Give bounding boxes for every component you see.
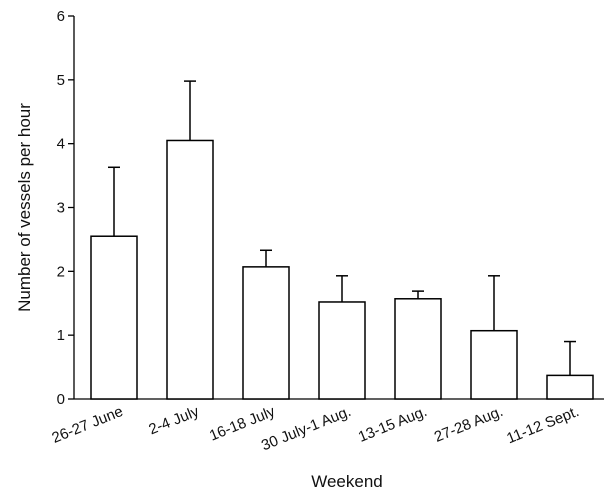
x-tick-label: 13-15 Aug. [356,403,430,446]
x-tick-label: 2-4 July [146,403,202,439]
y-tick-label: 3 [57,200,65,217]
y-axis: 0 1 2 3 4 5 6 [57,8,75,408]
x-tick-label: 26-27 June [50,403,126,447]
y-tick-label: 1 [57,327,65,344]
y-tick-label: 6 [57,8,65,25]
bar [90,235,138,400]
y-tick-label: 2 [57,263,65,280]
y-tick-label: 0 [57,391,65,408]
y-tick-label: 5 [57,72,65,89]
bar [318,301,366,400]
y-tick-label: 4 [57,136,65,153]
bars [90,139,594,400]
bar [470,329,518,400]
bar [242,266,290,400]
y-axis-title: Number of vessels per hour [15,103,34,312]
x-tick-label: 27-28 Aug. [432,403,506,446]
bar [546,374,594,400]
bar [166,139,214,400]
error-bars [108,80,576,376]
x-axis-title: Weekend [311,472,383,491]
x-tick-label: 11-12 Sept. [504,403,581,447]
bar [394,298,442,400]
